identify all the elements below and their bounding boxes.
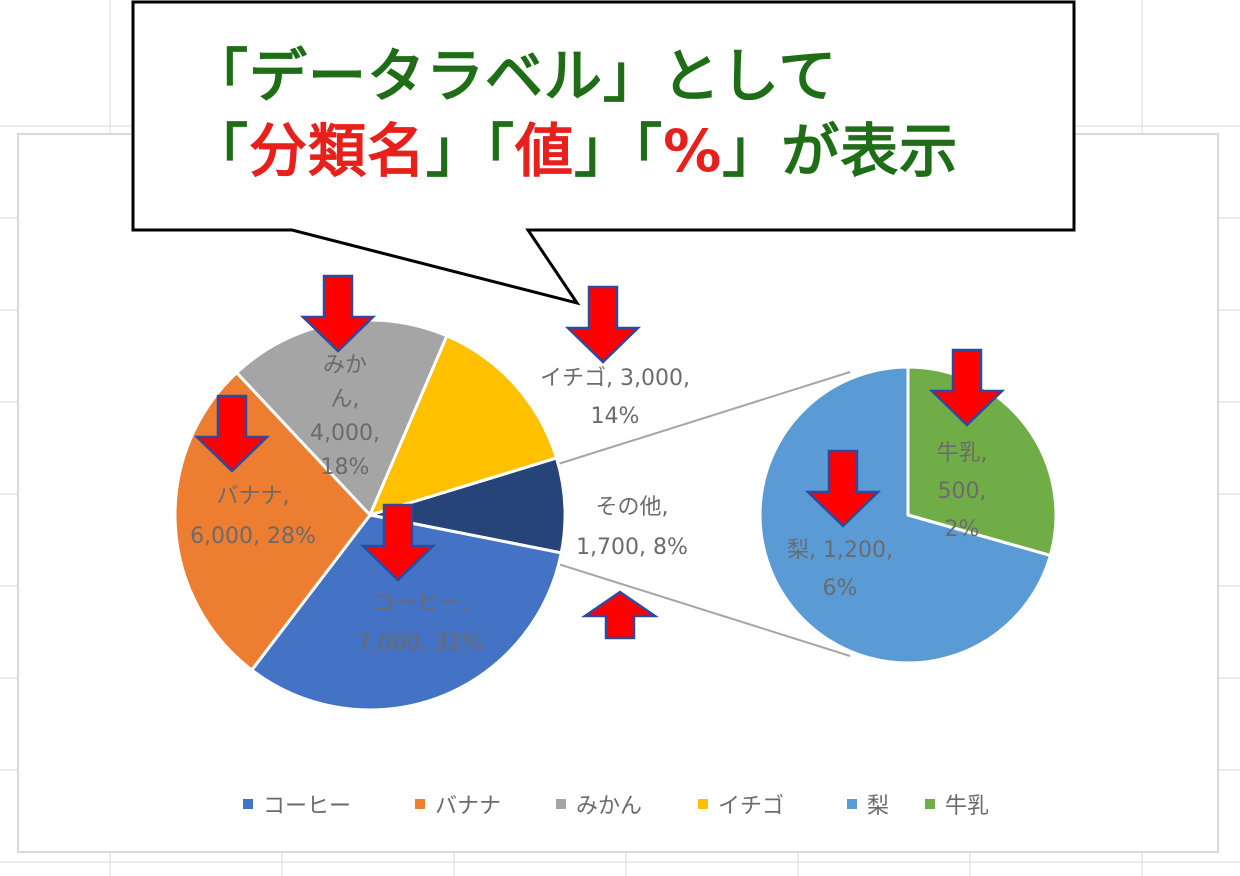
down-arrow-icon bbox=[359, 503, 437, 582]
legend-marker bbox=[925, 799, 935, 809]
data-label: 4,000, bbox=[310, 421, 380, 446]
callout-bubble bbox=[131, 0, 1076, 306]
data-label: 2% bbox=[945, 517, 980, 542]
data-label: 14% bbox=[591, 404, 640, 429]
legend[interactable]: コーヒー バナナ みかん イチゴ 梨 牛乳 bbox=[243, 794, 989, 819]
pie-slice[interactable] bbox=[367, 333, 559, 518]
legend-label: みかん bbox=[576, 794, 642, 819]
callout-segment: 」「 bbox=[574, 117, 664, 185]
pie-slice[interactable] bbox=[758, 365, 1053, 665]
data-label: 18% bbox=[321, 455, 370, 480]
callout-segment: 」「 bbox=[426, 117, 516, 185]
legend-label: イチゴ bbox=[718, 794, 784, 819]
legend-label: 梨 bbox=[867, 794, 889, 819]
legend-marker bbox=[698, 799, 708, 809]
data-label: 梨, 1,200, bbox=[787, 538, 893, 563]
legend-marker bbox=[415, 799, 425, 809]
callout-text-line2: 「分類名」「値」「%」が表示 bbox=[190, 122, 958, 180]
data-label: みか bbox=[323, 353, 367, 378]
data-label: 7,000, 32% bbox=[357, 631, 483, 656]
down-arrow-icon bbox=[804, 449, 882, 528]
data-label: その他, bbox=[596, 495, 669, 520]
legend-marker bbox=[556, 799, 566, 809]
down-arrow-icon bbox=[299, 274, 377, 353]
data-label: 牛乳, bbox=[937, 441, 988, 466]
data-labels: コーヒー, 7,000, 32% バナナ, 6,000, 28% みかん, 4,000, 1… bbox=[190, 353, 987, 656]
callout-segment: % bbox=[663, 117, 723, 185]
callout-segment: 」が表示 bbox=[722, 117, 959, 185]
red-arrows bbox=[193, 274, 1006, 640]
legend-label: バナナ bbox=[435, 794, 501, 819]
callout-segment: 「 bbox=[190, 117, 250, 185]
up-arrow-icon bbox=[580, 590, 660, 640]
data-label: 500, bbox=[938, 479, 987, 504]
connector-line bbox=[554, 562, 851, 657]
connector-line bbox=[554, 371, 851, 466]
data-label: 1,700, 8% bbox=[576, 535, 688, 560]
pie-slice[interactable] bbox=[249, 513, 564, 712]
secondary-pie bbox=[758, 365, 1058, 665]
down-arrow-icon bbox=[193, 394, 271, 473]
callout-segment: 「データラベル」として bbox=[190, 42, 838, 110]
legend-marker bbox=[243, 799, 253, 809]
down-arrow-icon bbox=[928, 348, 1006, 427]
data-label: 6,000, 28% bbox=[190, 524, 316, 549]
legend-label: コーヒー bbox=[263, 794, 351, 819]
pie-connector-lines bbox=[554, 371, 851, 657]
data-label: イチゴ, 3,000, bbox=[540, 366, 690, 391]
callout-segment: 分類名 bbox=[249, 117, 427, 185]
legend-marker bbox=[847, 799, 857, 809]
pie-slice[interactable] bbox=[369, 456, 567, 555]
down-arrow-icon bbox=[564, 285, 642, 364]
data-label: コーヒー, bbox=[373, 591, 468, 616]
data-label: 6% bbox=[823, 576, 858, 601]
legend-label: 牛乳 bbox=[945, 794, 989, 819]
data-label: バナナ, bbox=[217, 484, 290, 509]
callout-text-line1: 「データラベル」として bbox=[190, 47, 837, 105]
data-label: ん, bbox=[331, 387, 360, 412]
pie-slice[interactable] bbox=[906, 365, 1058, 558]
callout-segment: 値 bbox=[515, 117, 575, 185]
